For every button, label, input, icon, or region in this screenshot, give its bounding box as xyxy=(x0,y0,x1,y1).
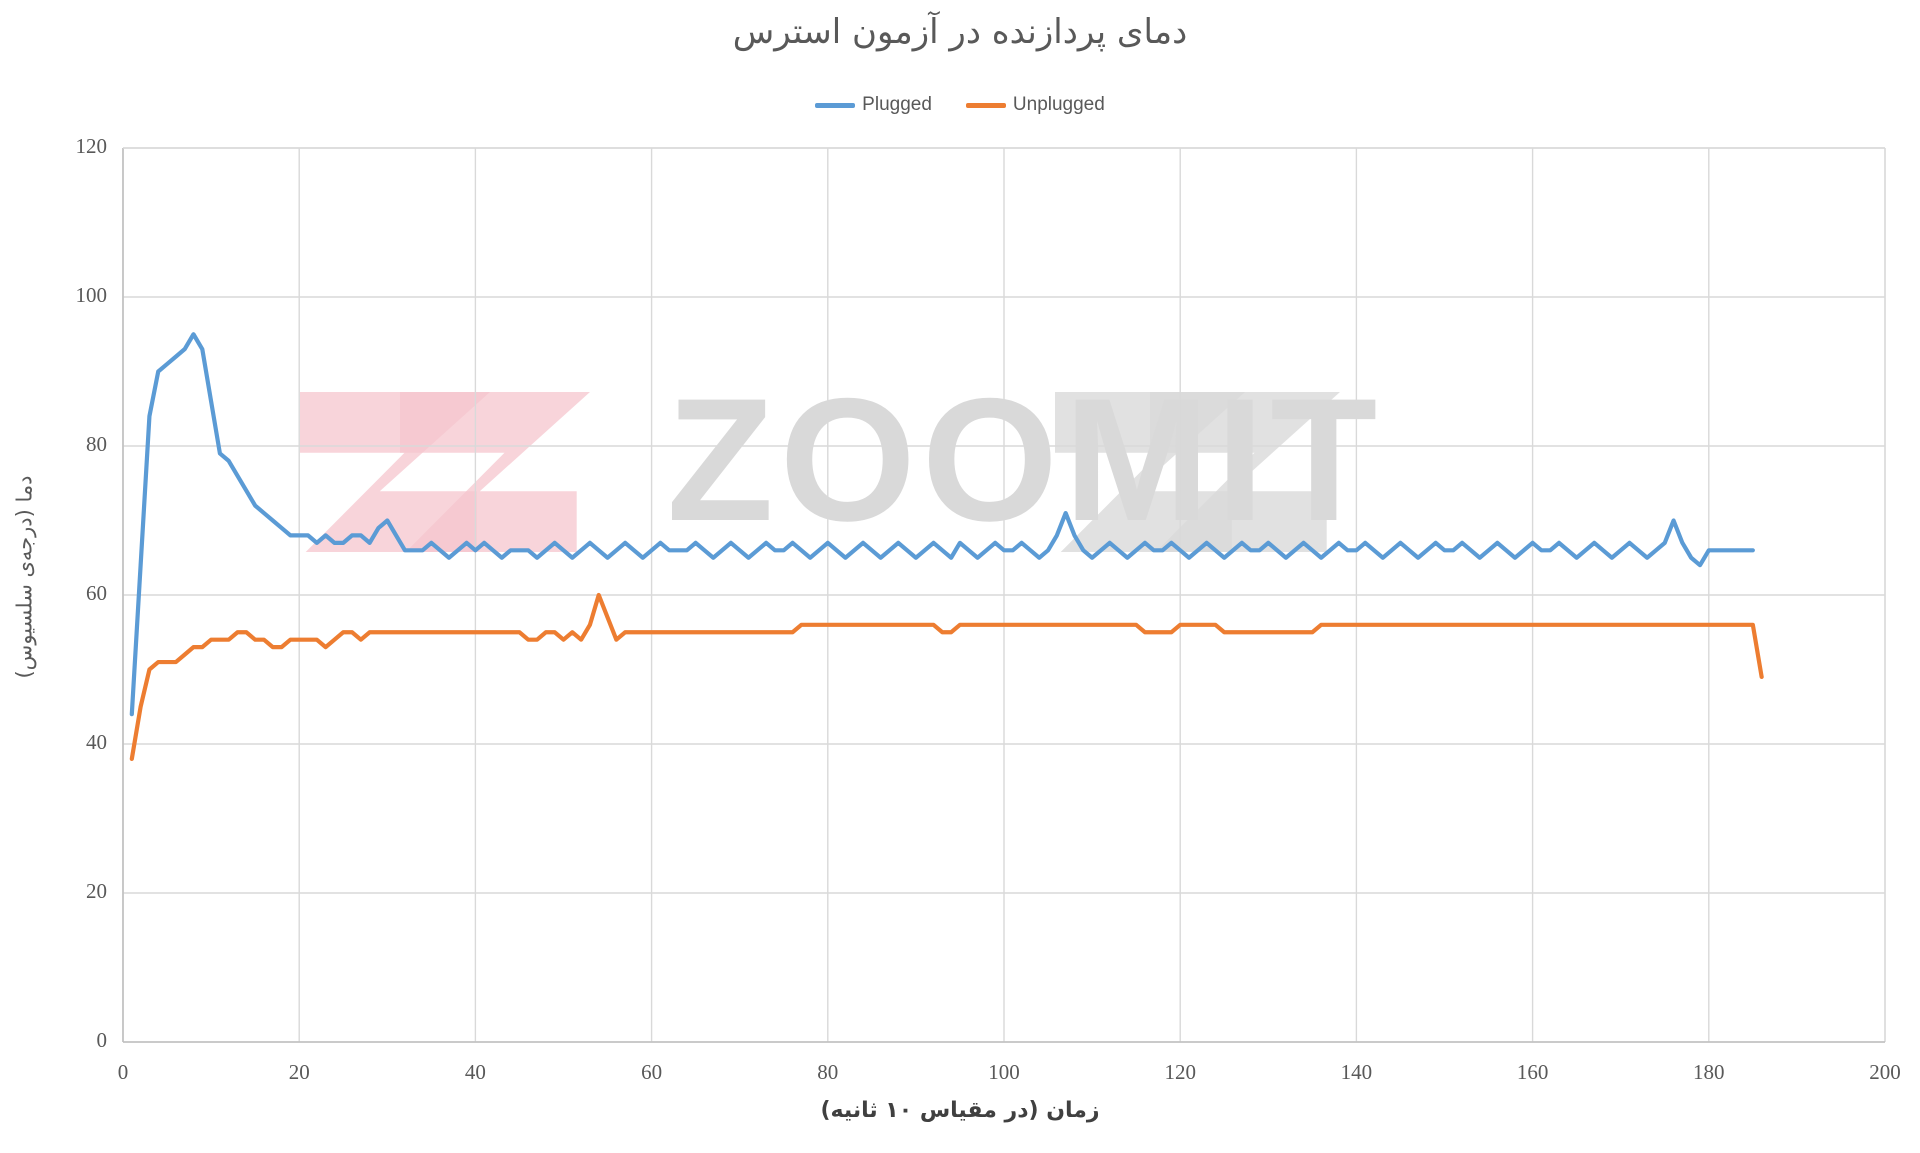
series-line-plugged xyxy=(129,332,1755,717)
y-tick-label: 40 xyxy=(86,730,107,754)
y-tick-label: 20 xyxy=(86,879,107,903)
x-tick-label: 0 xyxy=(117,1060,129,1084)
gridlines xyxy=(122,147,1886,1043)
x-tick-label: 100 xyxy=(988,1060,1020,1084)
x-tick-label: 120 xyxy=(1164,1060,1196,1084)
x-tick-label: 40 xyxy=(464,1060,486,1084)
y-tick-label: 80 xyxy=(86,432,107,456)
watermark: ZOOMIT xyxy=(300,363,1383,558)
series-line-unplugged xyxy=(129,592,1764,762)
y-tick-label: 60 xyxy=(86,581,107,605)
x-tick-label: 200 xyxy=(1869,1060,1901,1084)
x-axis-title: زمان (در مقیاس ۱۰ ثانیه) xyxy=(820,1098,1100,1123)
watermark-z-icon xyxy=(300,392,490,552)
x-tick-label: 80 xyxy=(817,1060,839,1084)
x-tick-label: 160 xyxy=(1516,1060,1549,1084)
y-tick-label: 120 xyxy=(75,134,108,158)
x-tick-label: 60 xyxy=(641,1060,663,1084)
chart-title: دمای پردازنده در آزمون استرس xyxy=(732,12,1188,52)
y-tick-label: 0 xyxy=(96,1028,108,1052)
watermark-z-icon xyxy=(1055,392,1245,552)
x-tick-label: 20 xyxy=(288,1060,310,1084)
x-tick-label: 180 xyxy=(1693,1060,1725,1084)
y-tick-label: 100 xyxy=(75,283,108,307)
x-tick-label: 140 xyxy=(1340,1060,1373,1084)
watermark-text: ZOOMIT xyxy=(667,363,1383,558)
